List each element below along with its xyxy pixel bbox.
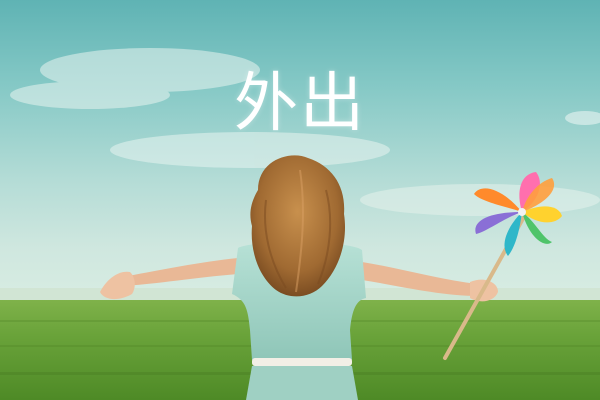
- left-arm: [120, 258, 238, 286]
- skirt: [246, 366, 358, 400]
- right-arm: [362, 262, 480, 296]
- pinwheel: [474, 172, 562, 256]
- left-hand: [100, 271, 135, 300]
- waist-belt: [252, 358, 352, 366]
- hair: [250, 155, 346, 297]
- caption-title: 外出: [234, 67, 366, 141]
